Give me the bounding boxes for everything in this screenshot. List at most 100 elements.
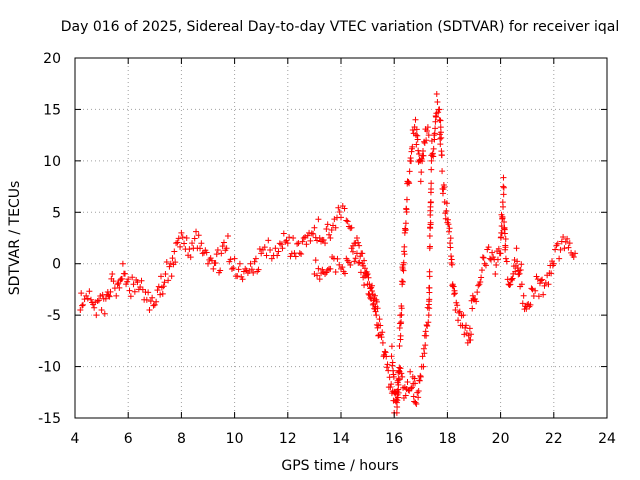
data-point-interp [163, 259, 170, 266]
data-point-interp [230, 264, 237, 271]
data-point-interp [501, 230, 508, 237]
data-point-interp [420, 147, 427, 154]
data-point-interp [500, 203, 507, 210]
data-point-interp [292, 253, 299, 260]
data-point-interp [379, 329, 386, 336]
data-point-interp [390, 373, 397, 380]
x-tick-label: 22 [545, 431, 563, 447]
x-tick-label: 12 [279, 431, 297, 447]
data-point-interp [448, 253, 455, 260]
data-point-interp [554, 240, 561, 247]
data-point-interp [222, 247, 229, 254]
data-point-interp [369, 282, 376, 289]
data-point-interp [533, 273, 540, 280]
data-point-interp [287, 253, 294, 260]
y-tick-label: 5 [52, 205, 61, 221]
data-point-interp [304, 232, 311, 239]
data-point-interp [129, 274, 136, 281]
data-point [353, 250, 360, 257]
data-point-interp [426, 305, 433, 312]
data-point-interp [291, 250, 298, 257]
data-point-interp [400, 267, 407, 274]
data-point [452, 307, 459, 313]
data-point-interp [454, 302, 461, 309]
data-point [404, 379, 411, 385]
data-point-interp [341, 205, 348, 212]
data-point-interp [186, 246, 193, 253]
data-point-interp [187, 254, 194, 261]
data-point-interp [256, 245, 263, 252]
data-point-interp [447, 235, 454, 242]
data-point-interp [434, 99, 441, 106]
data-point-interp [437, 141, 444, 148]
data-point-interp [419, 353, 426, 360]
data-point-interp [458, 312, 465, 319]
data-point-interp [356, 242, 363, 249]
data-point-interp [397, 332, 404, 339]
data-point-interp [504, 276, 511, 283]
data-point-interp [422, 328, 429, 335]
data-point-interp [159, 290, 166, 297]
data-point-interp [560, 233, 567, 240]
data-point-interp [396, 364, 403, 371]
data-point-interp [412, 132, 419, 139]
data-point-interp [294, 240, 301, 247]
data-point-interp [403, 196, 410, 203]
data-point [295, 240, 302, 247]
data-point-interp [520, 292, 527, 299]
data-point-interp [517, 267, 524, 274]
data-point-interp [374, 305, 381, 312]
data-point-interp [278, 241, 285, 248]
data-point-interp [400, 259, 407, 266]
data-point-interp [363, 271, 370, 278]
data-point-interp [145, 289, 152, 296]
data-point-interp [421, 332, 428, 339]
data-point-interp [441, 184, 448, 191]
data-point [98, 307, 105, 313]
data-point-interp [383, 353, 390, 360]
data-point-interp [347, 225, 354, 232]
data-point-interp [175, 235, 182, 242]
data-point-interp [413, 126, 420, 133]
data-point [173, 240, 180, 247]
data-point-interp [528, 285, 535, 292]
data-point [540, 291, 547, 298]
data-point-interp [437, 117, 444, 124]
data-point-interp [398, 278, 405, 285]
data-point-interp [512, 268, 519, 275]
data-point-interp [361, 257, 368, 264]
data-point [396, 343, 403, 349]
data-point-interp [315, 216, 322, 223]
data-point-interp [426, 284, 433, 291]
y-tick-label: -5 [47, 308, 61, 324]
data-point-interp [432, 118, 439, 125]
data-point [218, 250, 225, 257]
y-axis-ticks: -15 -10 -5 0 5 10 15 20 [38, 51, 607, 427]
data-point-interp [428, 185, 435, 192]
data-point-interp [166, 263, 173, 270]
data-point [433, 91, 440, 97]
data-point-interp [345, 259, 352, 266]
data-point-interp [296, 250, 303, 257]
data-point-interp [371, 295, 378, 302]
data-point-interp [415, 388, 422, 395]
data-point-interp [143, 296, 150, 303]
data-point-interp [500, 184, 507, 191]
data-point-interp [213, 251, 220, 258]
data-point-interp [113, 292, 120, 299]
data-point-interp [517, 283, 524, 290]
data-point-interp [227, 256, 234, 263]
data-point-interp [425, 319, 432, 326]
data-point-interp [336, 261, 343, 268]
data-point-interp [398, 319, 405, 326]
data-point-interp [532, 287, 539, 294]
data-point [417, 178, 424, 185]
data-point-interp [538, 277, 545, 284]
data-point-interp [437, 135, 444, 142]
data-point-interp [395, 381, 402, 388]
data-point-interp [428, 166, 435, 173]
data-point-interp [138, 277, 145, 284]
data-point [348, 245, 355, 252]
data-point-interp [366, 281, 373, 288]
data-point [415, 394, 422, 401]
